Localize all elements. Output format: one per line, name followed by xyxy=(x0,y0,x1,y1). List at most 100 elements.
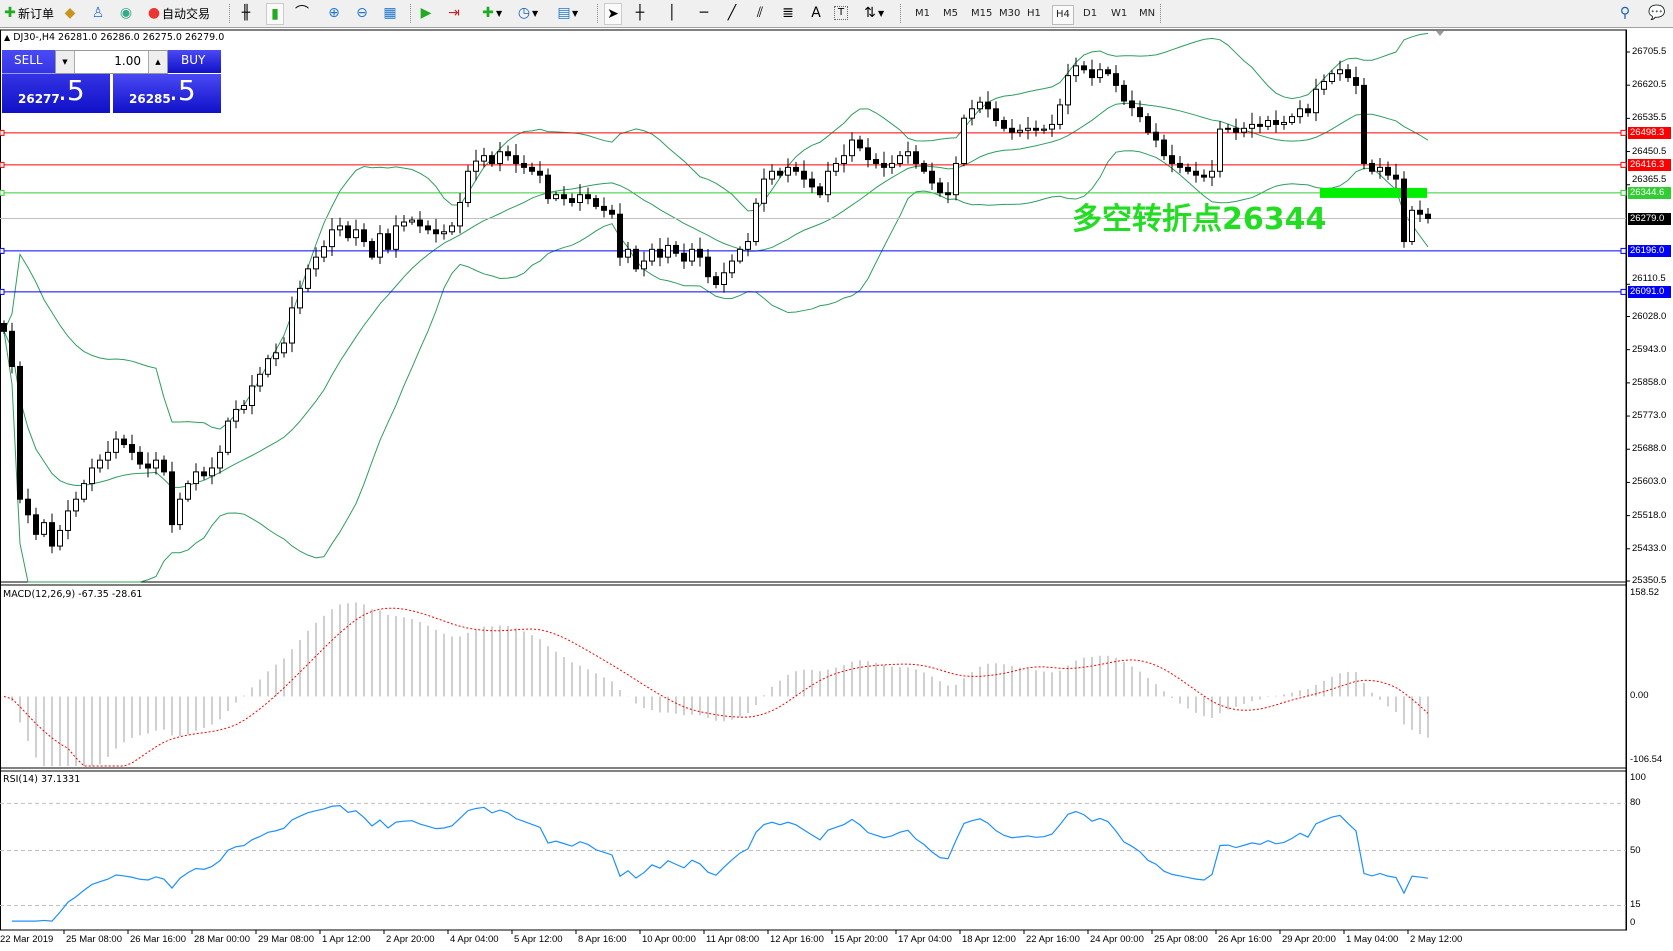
candle-body xyxy=(737,248,743,262)
decrease-lot-button[interactable]: ▼ xyxy=(56,51,75,73)
candle-body xyxy=(25,498,31,516)
chart-shift-icon: ⇥ xyxy=(448,5,460,21)
candle-body xyxy=(257,373,263,387)
buy-price-main: 26285 xyxy=(129,92,171,106)
lot-size-stepper[interactable]: ▼ 1.00 ▲ xyxy=(55,50,168,74)
line-chart-button[interactable]: ⌒ xyxy=(294,3,310,23)
tile-windows-button[interactable]: ▦ xyxy=(382,3,398,23)
price-tick-label: 25773.0 xyxy=(1632,410,1667,422)
timeframe-mn[interactable]: MN xyxy=(1139,8,1156,19)
candle-body xyxy=(1225,127,1231,130)
timeframe-m5[interactable]: M5 xyxy=(943,8,958,19)
candle-body xyxy=(1153,131,1159,141)
candle-body xyxy=(665,244,671,258)
candle-body xyxy=(177,498,183,526)
candle-body xyxy=(681,252,687,262)
collapse-icon[interactable]: ▲ xyxy=(4,33,11,42)
auto-scroll-button[interactable]: ▶ xyxy=(418,3,434,23)
candle-body xyxy=(577,194,583,204)
arrows-button[interactable]: ⇅ ▼ xyxy=(862,3,884,23)
candle-body xyxy=(553,194,559,200)
gold-bar-icon: ◆ xyxy=(64,5,76,21)
dropdown-arrow-icon: ▼ xyxy=(496,8,503,18)
candle-body xyxy=(953,162,959,196)
timeframe-m1[interactable]: M1 xyxy=(915,8,930,19)
timeframe-d1[interactable]: D1 xyxy=(1083,8,1098,19)
zoom-out-icon: ⊖ xyxy=(356,5,368,21)
line-handle xyxy=(1620,247,1627,254)
indicators-button[interactable]: ✚ ▼ xyxy=(480,3,502,23)
candle-body xyxy=(1057,104,1063,125)
candle-body xyxy=(633,248,639,270)
lot-size-input[interactable]: 1.00 xyxy=(114,54,141,68)
increase-lot-button[interactable]: ▲ xyxy=(148,51,167,73)
horizontal-line-button[interactable]: ─ xyxy=(696,3,712,23)
fibonacci-button[interactable]: ≣ xyxy=(780,3,796,23)
timeframe-m15[interactable]: M15 xyxy=(971,8,993,19)
candle-body xyxy=(1081,65,1087,71)
time-label: 26 Apr 16:00 xyxy=(1218,934,1272,945)
trendline-button[interactable]: ╱ xyxy=(724,3,740,23)
buy-price-button[interactable]: 26285 .5 xyxy=(113,74,221,113)
equidistant-channel-button[interactable]: ⫽ xyxy=(752,3,768,23)
navigator-button[interactable]: ♙ xyxy=(90,3,106,23)
signals-button[interactable]: ◉ xyxy=(118,3,134,23)
text-label-button[interactable]: T xyxy=(834,3,848,23)
candle-body xyxy=(81,483,87,500)
candle-body xyxy=(841,155,847,164)
candle-body xyxy=(89,467,95,485)
search-button[interactable]: ⚲ xyxy=(1617,3,1633,23)
candle-body xyxy=(801,170,807,180)
text-label-icon: T xyxy=(834,6,848,20)
auto-trading-button[interactable]: ● 自动交易 xyxy=(146,3,210,23)
timeframe-w1[interactable]: W1 xyxy=(1111,8,1128,19)
candle-body xyxy=(321,246,327,258)
periods-button[interactable]: ◷ ▼ xyxy=(516,3,538,23)
text-button[interactable]: A xyxy=(808,3,824,23)
candle-body xyxy=(153,459,159,469)
candle-body xyxy=(649,248,655,262)
zoom-in-button[interactable]: ⊕ xyxy=(326,3,342,23)
candle-body xyxy=(769,170,775,180)
pivot-highlight xyxy=(1320,187,1427,198)
crosshair-button[interactable]: ┼ xyxy=(632,3,648,23)
line-handle xyxy=(0,129,5,136)
candle-body xyxy=(1401,178,1407,243)
vertical-line-button[interactable]: │ xyxy=(664,3,680,23)
candle-body xyxy=(289,307,295,344)
chart-info: ▲ DJ30-,H4 26281.0 26286.0 26275.0 26279… xyxy=(4,32,224,43)
chart-shift-button[interactable]: ⇥ xyxy=(446,3,462,23)
candle-body xyxy=(457,202,463,227)
sell-price-main: 26277 xyxy=(18,92,60,106)
current-price-tag: 26279.0 xyxy=(1628,212,1671,225)
candle-body xyxy=(1377,166,1383,172)
cursor-button[interactable]: ➤ xyxy=(604,3,622,25)
sell-label: SELL xyxy=(14,53,43,67)
candle-body xyxy=(377,233,383,258)
candle-body xyxy=(233,408,239,422)
candle-body xyxy=(793,166,799,172)
candle-body xyxy=(65,510,71,531)
candle-body xyxy=(641,260,647,270)
timeframe-m30[interactable]: M30 xyxy=(999,8,1021,19)
pivot-annotation[interactable]: 多空转折点26344 xyxy=(1072,202,1327,237)
search-icon: ⚲ xyxy=(1619,5,1631,21)
buy-button[interactable]: BUY xyxy=(168,50,221,73)
chat-button[interactable]: 💬 xyxy=(1648,3,1665,23)
templates-button[interactable]: ▤ ▼ xyxy=(556,3,578,23)
price-line-tag: 26416.3 xyxy=(1628,158,1671,171)
candle-body xyxy=(241,405,247,410)
candle-body xyxy=(1425,213,1431,220)
bar-chart-button[interactable]: ╫ xyxy=(238,3,254,23)
market-watch-button[interactable]: ◆ xyxy=(62,3,78,23)
timeframe-h4[interactable]: H4 xyxy=(1052,5,1074,25)
timeframe-h1[interactable]: H1 xyxy=(1027,8,1041,19)
candle-body xyxy=(433,229,439,235)
dropdown-arrow-icon: ▼ xyxy=(532,8,539,18)
new-order-button[interactable]: ✚ 新订单 xyxy=(2,3,54,23)
candlestick-button[interactable]: ▮ xyxy=(266,3,284,25)
zoom-out-button[interactable]: ⊖ xyxy=(354,3,370,23)
candle-body xyxy=(809,178,815,188)
candle-body xyxy=(889,162,895,168)
